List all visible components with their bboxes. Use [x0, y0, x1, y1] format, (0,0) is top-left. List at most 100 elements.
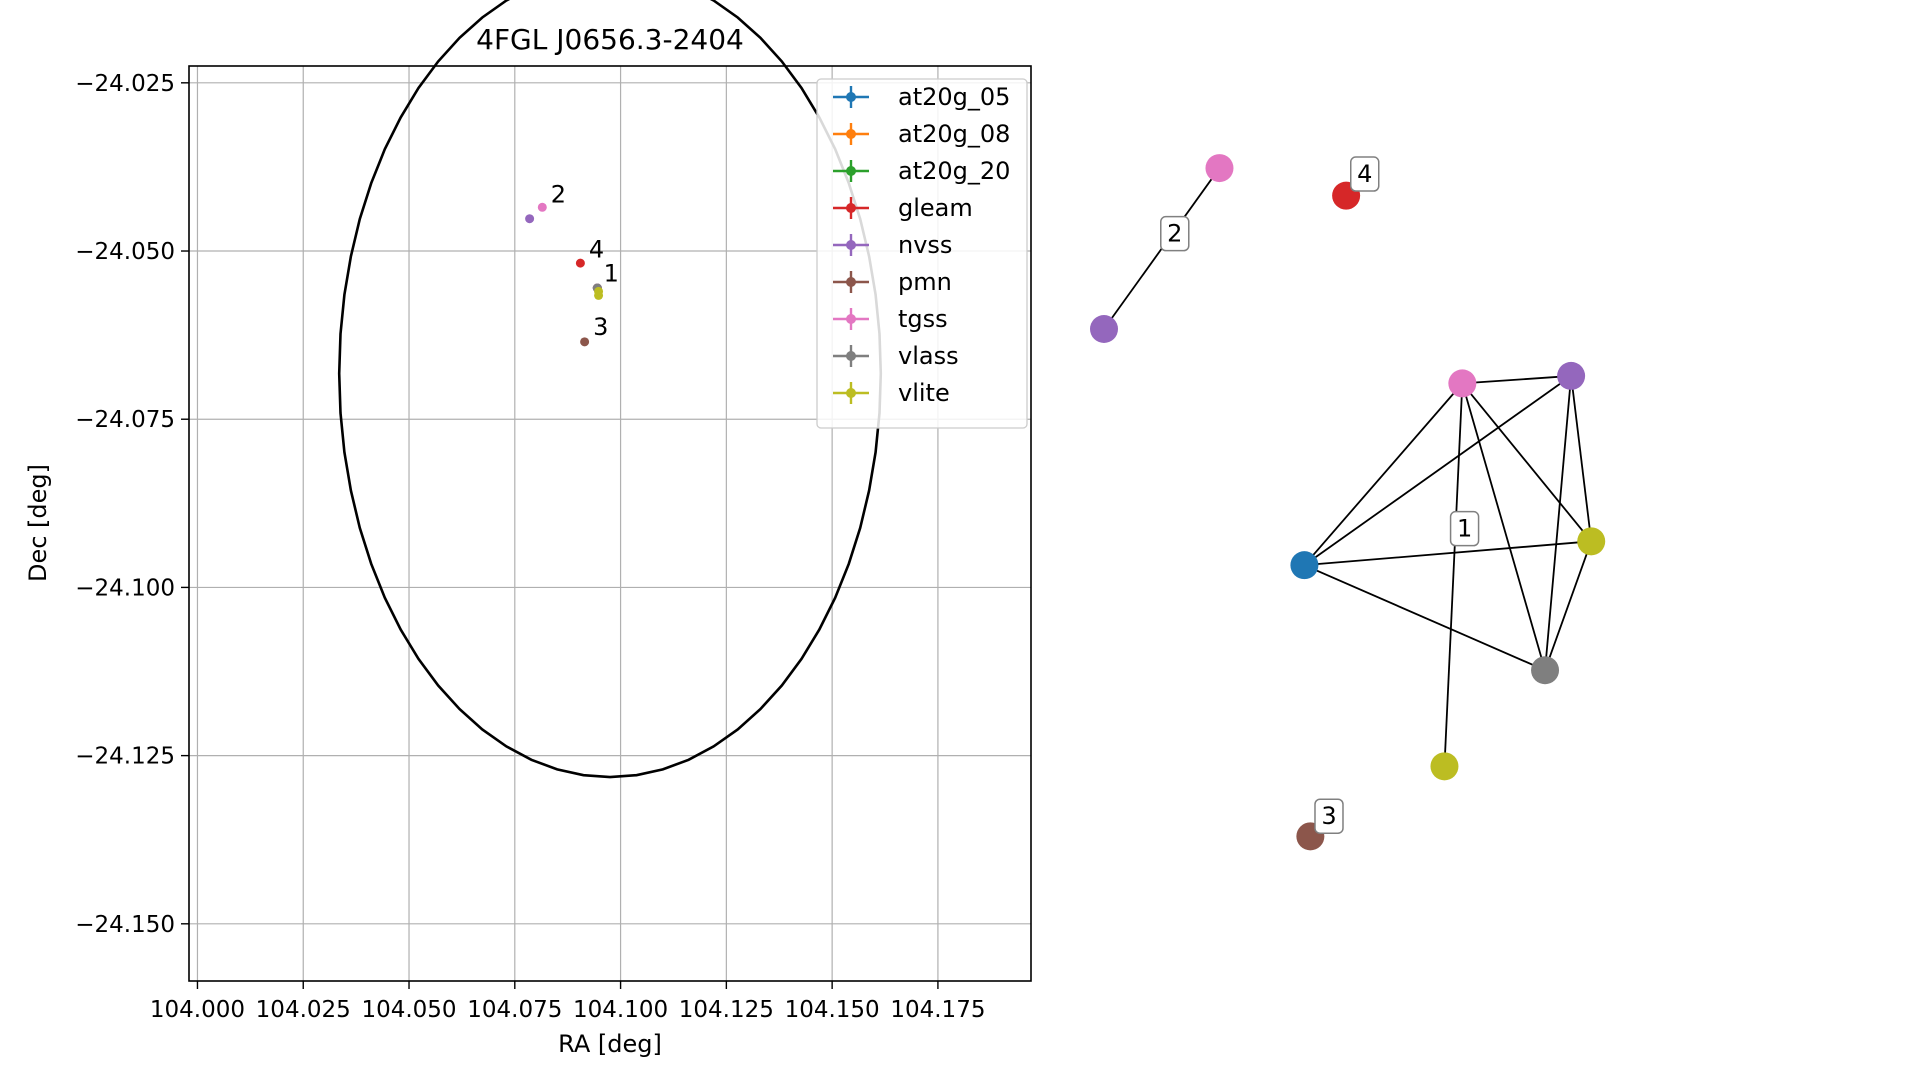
legend-entry-vlass: vlass [833, 342, 959, 370]
network-node-vlite [1577, 527, 1606, 556]
legend-label: vlite [898, 379, 950, 407]
legend-entry-tgss: tgss [833, 305, 948, 333]
legend-entry-vlite: vlite [833, 379, 950, 407]
network-nodes-layer [1090, 154, 1606, 851]
group-label-box [1314, 798, 1344, 834]
network-edge [1304, 540, 1592, 567]
network-edge [1304, 564, 1546, 672]
y-tick-label: −24.150 [75, 912, 175, 938]
x-tick-label: 104.075 [467, 997, 562, 1023]
network-node-tgss [1205, 154, 1234, 183]
network-node-vlass [1531, 656, 1560, 685]
network-edge [1544, 375, 1573, 671]
group-label-box [1160, 215, 1190, 252]
network-node-vlite [1430, 752, 1459, 781]
y-tick-label: −24.075 [75, 407, 175, 433]
x-tick-label: 104.000 [150, 997, 245, 1023]
legend-label: nvss [898, 231, 952, 259]
x-tick-label: 104.150 [785, 997, 880, 1023]
network-node-nvss [1557, 361, 1586, 390]
group-label-box [1350, 156, 1380, 192]
y-tick-label: −24.125 [75, 744, 175, 770]
network-edge [1461, 382, 1592, 542]
network-group-label: 4 [1350, 156, 1380, 192]
network-edge [1303, 382, 1464, 566]
group-label-text: 2 [1167, 220, 1182, 248]
network-edge [1462, 375, 1572, 385]
legend-label: vlass [898, 342, 959, 370]
legend-label: pmn [898, 268, 952, 296]
point-annotations-layer: 241 3 [551, 181, 619, 342]
chart-title: 4FGL J0656.3-2404 [476, 23, 744, 56]
legend-marker-dot [846, 129, 856, 139]
point-nvss [525, 214, 535, 224]
legend-label: at20g_20 [898, 157, 1010, 185]
group-label-text: 1 [1457, 515, 1472, 543]
network-node-at20g_05 [1290, 551, 1319, 580]
point-pmn [580, 337, 590, 347]
scatter-points-layer [525, 202, 604, 347]
legend-label: at20g_05 [898, 83, 1010, 111]
x-tick-label: 104.050 [361, 997, 456, 1023]
y-tick-label: −24.100 [75, 575, 175, 601]
network-group-label: 3 [1314, 798, 1344, 834]
x-tick-label: 104.125 [679, 997, 774, 1023]
legend-entry-at20g_05: at20g_05 [833, 83, 1010, 111]
network-group-label: 2 [1160, 215, 1190, 252]
x-axis-label: RA [deg] [558, 1030, 662, 1058]
network-node-nvss [1090, 315, 1118, 343]
legend-entry-at20g_20: at20g_20 [833, 157, 1010, 185]
x-tick-label: 104.175 [890, 997, 985, 1023]
localization-ellipse-layer [337, 0, 883, 779]
network-edges-layer [1103, 167, 1593, 767]
grid-lines [189, 66, 1031, 981]
legend-label: gleam [898, 194, 973, 222]
network-node-tgss [1448, 369, 1477, 398]
y-axis-ticks: −24.000−24.025−24.050−24.075−24.100−24.1… [75, 71, 189, 938]
legend-marker-dot [846, 92, 856, 102]
legend-label: at20g_08 [898, 120, 1010, 148]
legend-marker-dot [846, 351, 856, 361]
legend-marker-dot [846, 240, 856, 250]
x-tick-label: 104.100 [573, 997, 668, 1023]
point-annotation: 3 [593, 313, 608, 341]
group-label-box [1449, 510, 1480, 547]
network-edge [1544, 541, 1593, 671]
legend-marker-dot [846, 388, 856, 398]
point-annotation: 2 [551, 181, 566, 209]
y-tick-label: −24.025 [75, 71, 175, 97]
network-graph-panel: 2 4 1 3 [1090, 154, 1606, 851]
legend-marker-dot [846, 314, 856, 324]
legend-entry-gleam: gleam [833, 194, 973, 222]
network-edge [1570, 375, 1593, 542]
legend-marker-dot [846, 166, 856, 176]
y-tick-label: −24.050 [75, 239, 175, 265]
group-label-text: 4 [1357, 160, 1372, 188]
group-label-text: 3 [1321, 802, 1336, 830]
y-axis-label: Dec [deg] [24, 464, 52, 582]
network-group-label: 1 [1449, 510, 1480, 547]
legend-entry-at20g_08: at20g_08 [833, 120, 1010, 148]
legend-box [816, 78, 1028, 429]
legend-marker-dot [846, 277, 856, 287]
network-edge [1303, 375, 1572, 566]
network-edge [1461, 383, 1546, 671]
plot-frame [188, 65, 1032, 982]
legend-entry-pmn: pmn [833, 268, 952, 296]
point-tgss [537, 202, 547, 212]
point-gleam [575, 258, 585, 268]
network-group-labels-layer: 2 4 1 3 [1160, 156, 1480, 834]
localization-ellipse [337, 0, 883, 779]
network-edge [1443, 383, 1464, 767]
point-annotation: 4 [589, 236, 604, 264]
point-vlite [594, 290, 604, 300]
x-axis-ticks: 104.000 104.025 104.050 104.075 104.100 104.1… [150, 981, 985, 1023]
legend-entry-nvss: nvss [833, 231, 952, 259]
point-annotation: 1 [604, 259, 619, 287]
x-tick-label: 104.025 [256, 997, 351, 1023]
legend-label: tgss [898, 305, 948, 333]
legend-marker-dot [846, 203, 856, 213]
